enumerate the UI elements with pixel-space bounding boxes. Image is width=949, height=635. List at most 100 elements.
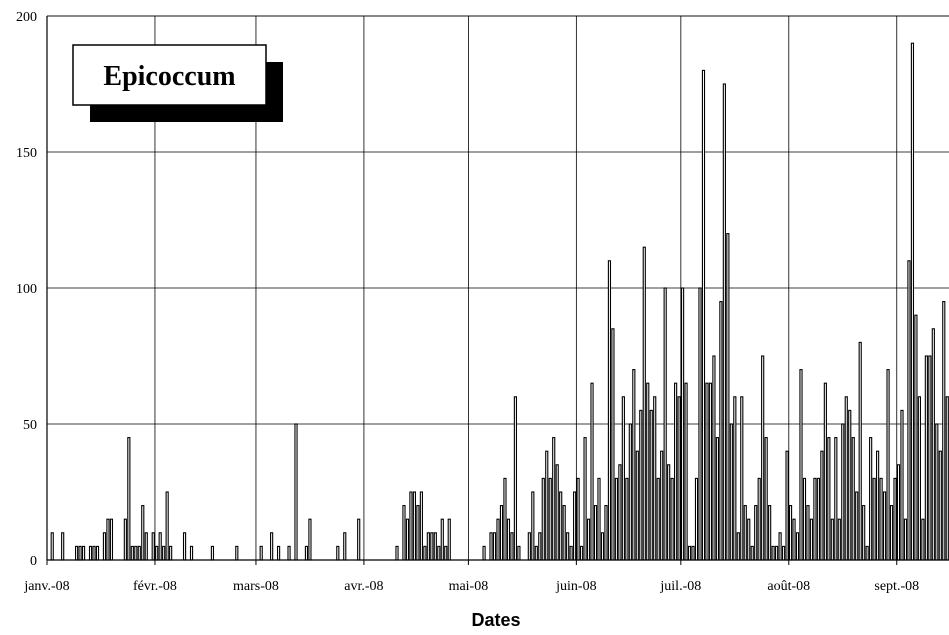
bar [684, 382, 688, 561]
bar [781, 545, 786, 561]
bar [304, 545, 309, 561]
bar [844, 396, 848, 561]
gridlines [47, 15, 949, 560]
bar [639, 409, 643, 561]
bar [123, 518, 127, 561]
bar [761, 355, 765, 561]
bar [527, 532, 531, 561]
bar [869, 437, 873, 561]
x-tick-label: mars-08 [233, 579, 279, 594]
bar [646, 382, 650, 561]
bar [628, 423, 632, 561]
bar [792, 518, 796, 561]
bar [552, 437, 556, 561]
bar [499, 505, 504, 561]
bar [705, 382, 709, 561]
bar [677, 396, 681, 561]
x-tick-label: juin-08 [555, 579, 596, 594]
bar [583, 437, 587, 561]
bar [614, 477, 619, 561]
bar [440, 518, 444, 561]
y-tick-label: 200 [16, 10, 37, 25]
bar [165, 491, 169, 561]
bar [426, 532, 430, 561]
bar [795, 532, 800, 561]
bar [708, 382, 713, 561]
x-tick-label: sept.-08 [874, 579, 919, 594]
axes [46, 15, 949, 565]
bar [816, 477, 820, 561]
bar [848, 409, 852, 561]
title-box-frame [72, 44, 267, 106]
bar [158, 532, 162, 561]
bar [910, 42, 915, 561]
bar [889, 505, 894, 561]
bar [447, 518, 451, 561]
bar [625, 477, 629, 561]
bar [834, 437, 838, 561]
y-tick-label: 50 [23, 418, 37, 433]
bar [649, 409, 653, 561]
bar [876, 450, 880, 561]
bar [775, 545, 779, 561]
bar [736, 532, 740, 561]
bar [548, 477, 552, 561]
bar [788, 505, 793, 561]
bar [778, 532, 782, 561]
bar [858, 341, 862, 561]
bar [430, 532, 434, 561]
bar [92, 545, 96, 561]
x-tick-label: févr.-08 [133, 579, 177, 594]
bar [151, 532, 155, 561]
bar [747, 518, 751, 561]
bar [611, 328, 615, 561]
x-tick-label: août-08 [767, 579, 810, 594]
bar [729, 423, 733, 561]
bar [419, 491, 423, 561]
bar [402, 505, 406, 561]
bar [144, 532, 148, 561]
bar [517, 545, 521, 561]
bar [169, 545, 173, 561]
bar [492, 532, 497, 561]
bar [95, 545, 100, 561]
bar [733, 396, 737, 561]
bar [719, 301, 723, 561]
bar [851, 437, 855, 561]
bar [865, 545, 869, 561]
bar [50, 532, 54, 561]
bar [409, 491, 413, 561]
bar [534, 545, 538, 561]
bar [813, 477, 817, 561]
bar [541, 477, 545, 561]
bar [579, 545, 584, 561]
bar [510, 532, 514, 561]
bar [562, 505, 566, 561]
x-tick-label: juil.-08 [659, 579, 701, 594]
bar [799, 369, 803, 561]
bar [75, 545, 79, 561]
bar [928, 355, 932, 561]
bar [931, 328, 935, 561]
x-tick-labels: janv.-08 févr.-08 mars-08 avr.-08 mai-08 juin… [23, 579, 919, 594]
bar [412, 491, 417, 561]
bar [680, 287, 685, 561]
bar [597, 477, 601, 561]
bar [569, 545, 573, 561]
bar [600, 532, 605, 561]
bar [618, 464, 622, 561]
bar [914, 314, 918, 561]
y-tick-label: 150 [16, 146, 37, 161]
bar [750, 545, 754, 561]
bar [841, 423, 845, 561]
chart-title: Epicoccum [103, 61, 235, 92]
bar [576, 477, 580, 561]
bar [538, 532, 542, 561]
y-tick-label: 0 [30, 554, 37, 569]
bar [900, 409, 904, 561]
bar [687, 545, 692, 561]
x-tick-label: avr.-08 [344, 579, 383, 594]
bar [879, 477, 883, 561]
bar [712, 355, 716, 561]
